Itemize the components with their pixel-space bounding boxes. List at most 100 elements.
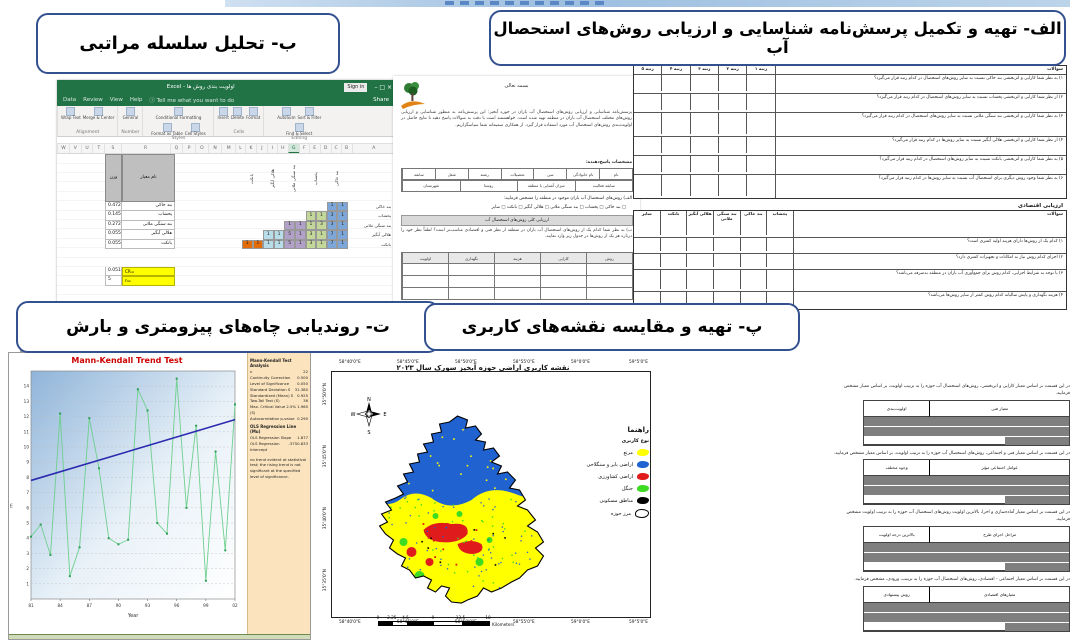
- excel-column-header-A[interactable]: A: [351, 144, 395, 153]
- excel-column-header-R[interactable]: R: [120, 144, 170, 153]
- excel-share-button[interactable]: Share: [373, 97, 389, 103]
- svg-text:2: 2: [26, 566, 29, 571]
- q-rank-cell[interactable]: [718, 94, 746, 111]
- q-rank-cell[interactable]: [634, 113, 661, 134]
- excel-column-header-N[interactable]: N: [207, 144, 222, 153]
- excel-column-header-H[interactable]: H: [276, 144, 288, 153]
- q2-answer-cell[interactable]: [659, 292, 687, 308]
- q2-answer-cell[interactable]: [766, 238, 793, 252]
- excel-column-header-T[interactable]: T: [92, 144, 104, 153]
- excel-column-header-Q[interactable]: Q: [169, 144, 183, 153]
- q2-answer-cell[interactable]: [766, 254, 793, 268]
- excel-formula-bar[interactable]: [57, 137, 395, 144]
- excel-column-header-U[interactable]: U: [80, 144, 93, 153]
- q2-answer-cell[interactable]: [686, 292, 713, 308]
- q-rank-cell[interactable]: [661, 75, 689, 92]
- q-rank-cell[interactable]: [661, 156, 689, 173]
- ribbon-button[interactable]: AutoSum: [277, 107, 295, 121]
- q-rank-cell[interactable]: [718, 156, 746, 173]
- q2-answer-cell[interactable]: [686, 254, 713, 268]
- excel-column-header-C[interactable]: C: [330, 144, 341, 153]
- q2-answer-cell[interactable]: [739, 270, 767, 290]
- q-rank-cell[interactable]: [746, 75, 774, 92]
- excel-menu-item-data[interactable]: Data: [63, 97, 77, 103]
- q-rank-cell[interactable]: [634, 137, 661, 153]
- q2-answer-cell[interactable]: [712, 292, 740, 308]
- ribbon-button[interactable]: Conditional Formatting: [156, 107, 201, 121]
- chart-y-axis-label: m: [9, 503, 15, 508]
- excel-column-header-P[interactable]: P: [182, 144, 195, 153]
- q-rank-cell[interactable]: [634, 75, 661, 91]
- q2-answer-cell[interactable]: [739, 238, 767, 252]
- excel-column-header-F[interactable]: F: [298, 144, 309, 153]
- excel-column-header-E[interactable]: E: [308, 144, 320, 153]
- q-rank-cell[interactable]: [689, 94, 718, 111]
- ribbon-button[interactable]: Find & Select: [286, 122, 312, 137]
- q-rank-cell[interactable]: [661, 175, 689, 197]
- q-rank-cell[interactable]: [718, 75, 746, 92]
- q-rank-cell[interactable]: [689, 156, 718, 173]
- q-rank-cell[interactable]: [661, 94, 689, 111]
- q2-answer-cell[interactable]: [712, 254, 740, 268]
- q-rank-cell[interactable]: [689, 175, 718, 197]
- q2-answer-cell[interactable]: [686, 270, 713, 290]
- q2-answer-cell[interactable]: [766, 270, 793, 290]
- ribbon-button[interactable]: Insert: [217, 107, 229, 121]
- q-rank-cell[interactable]: [746, 175, 774, 197]
- excel-menu-item-review[interactable]: Review: [83, 97, 103, 103]
- q2-answer-cell[interactable]: [739, 254, 767, 268]
- ribbon-button[interactable]: Wrap Text: [61, 107, 81, 121]
- excel-column-header-M[interactable]: M: [221, 144, 235, 153]
- ribbon-button[interactable]: Format as Table: [151, 122, 183, 137]
- q-rank-cell[interactable]: [746, 113, 774, 135]
- q2-answer-cell[interactable]: [686, 238, 713, 252]
- q-rank-cell[interactable]: [718, 137, 746, 154]
- excel-column-header-B[interactable]: B: [340, 144, 352, 153]
- q2-answer-cell[interactable]: [634, 238, 660, 251]
- q2-answer-cell[interactable]: [712, 238, 740, 252]
- q-rank-cell[interactable]: [718, 175, 746, 197]
- q2-answer-cell[interactable]: [634, 254, 660, 267]
- ribbon-button[interactable]: Sort & Filter: [297, 107, 321, 121]
- excel-column-header-W[interactable]: W: [57, 144, 69, 153]
- q2-answer-cell[interactable]: [659, 238, 687, 252]
- q-rank-cell[interactable]: [689, 137, 718, 154]
- excel-column-header-J[interactable]: J: [255, 144, 267, 153]
- q2-answer-cell[interactable]: [659, 270, 687, 290]
- excel-menu-item-view[interactable]: View: [109, 97, 123, 103]
- excel-column-header-O[interactable]: O: [194, 144, 208, 153]
- q-rank-cell[interactable]: [718, 113, 746, 135]
- ribbon-button[interactable]: Delete: [231, 107, 244, 121]
- excel-menu-item-help[interactable]: Help: [129, 97, 143, 103]
- excel-column-header-G[interactable]: G: [287, 144, 299, 153]
- excel-column-header-I[interactable]: I: [266, 144, 277, 153]
- excel-window-controls[interactable]: – □ ×: [374, 83, 392, 91]
- q-rank-cell[interactable]: [634, 175, 661, 196]
- excel-column-header-S[interactable]: S: [104, 144, 120, 153]
- q2-answer-cell[interactable]: [634, 270, 660, 289]
- q-rank-cell[interactable]: [661, 137, 689, 154]
- q2-answer-cell[interactable]: [739, 292, 767, 308]
- ribbon-button[interactable]: Format: [246, 107, 260, 121]
- excel-column-header-V[interactable]: V: [68, 144, 81, 153]
- q-rank-cell[interactable]: [634, 94, 661, 110]
- excel-grid[interactable]: وزن نام معیار بانکت هلالی آبگیر بند سنگی ملا…: [57, 154, 395, 305]
- ribbon-button[interactable]: Cell Styles: [185, 122, 206, 137]
- ribbon-button[interactable]: General: [123, 107, 138, 121]
- excel-column-header-K[interactable]: K: [245, 144, 256, 153]
- q2-answer-cell[interactable]: [712, 270, 740, 290]
- q-rank-cell[interactable]: [661, 113, 689, 135]
- q-rank-cell[interactable]: [689, 75, 718, 92]
- excel-tell-me[interactable]: ⓘ Tell me what you want to do: [149, 98, 235, 104]
- excel-column-header-L[interactable]: L: [234, 144, 245, 153]
- q2-answer-cell[interactable]: [766, 292, 793, 308]
- q-rank-cell[interactable]: [746, 156, 774, 173]
- excel-column-header-D[interactable]: D: [319, 144, 331, 153]
- q-rank-cell[interactable]: [689, 113, 718, 135]
- excel-sign-in-button[interactable]: Sign in: [344, 82, 368, 92]
- q2-answer-cell[interactable]: [659, 254, 687, 268]
- ribbon-button[interactable]: Merge & Center: [83, 107, 114, 121]
- q-rank-cell[interactable]: [634, 156, 661, 172]
- q-rank-cell[interactable]: [746, 94, 774, 111]
- q-rank-cell[interactable]: [746, 137, 774, 154]
